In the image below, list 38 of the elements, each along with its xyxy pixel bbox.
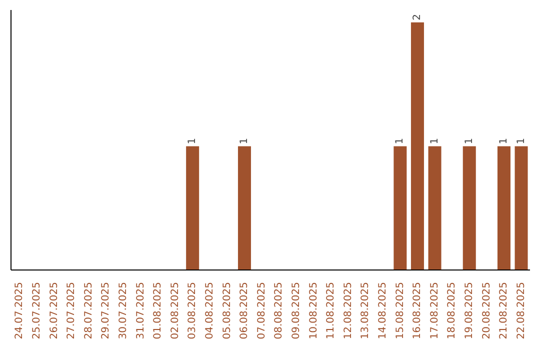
data-label: 1 xyxy=(464,138,475,144)
x-tick-label: 24.07.2025 xyxy=(14,282,26,340)
x-tick-label: 29.07.2025 xyxy=(100,282,112,340)
x-tick-label: 22.08.2025 xyxy=(516,282,527,340)
data-label: 1 xyxy=(516,138,527,144)
data-label: 1 xyxy=(429,138,440,144)
x-tick-label: 30.07.2025 xyxy=(118,282,129,340)
x-tick-label: 26.07.2025 xyxy=(48,282,60,340)
data-label: 1 xyxy=(238,138,250,144)
x-tick-label: 13.08.2025 xyxy=(360,282,372,340)
x-tick-label: 17.08.2025 xyxy=(429,282,440,340)
x-tick-label: 16.08.2025 xyxy=(412,282,424,340)
x-tick-label: 04.08.2025 xyxy=(204,282,216,340)
x-tick-label: 05.08.2025 xyxy=(222,282,233,340)
x-tick-label: 18.08.2025 xyxy=(446,282,458,340)
x-tick-label: 25.07.2025 xyxy=(31,282,42,340)
x-tick-label: 28.07.2025 xyxy=(83,282,94,340)
x-tick-label: 01.08.2025 xyxy=(152,282,164,340)
x-tick-label: 02.08.2025 xyxy=(170,282,181,340)
x-tick-label: 14.08.2025 xyxy=(377,282,388,340)
data-label: 1 xyxy=(394,138,406,144)
x-tick-label: 09.08.2025 xyxy=(290,282,302,340)
x-tick-label: 19.08.2025 xyxy=(464,282,475,340)
x-tick-label: 15.08.2025 xyxy=(394,282,406,340)
data-label: 2 xyxy=(412,14,423,20)
x-tick-label: 11.08.2025 xyxy=(326,282,337,340)
x-tick-label: 10.08.2025 xyxy=(308,282,320,340)
x-tick-label: 31.07.2025 xyxy=(135,282,146,340)
x-tick-label: 07.08.2025 xyxy=(256,282,268,340)
x-tick-label: 08.08.2025 xyxy=(274,282,285,340)
x-tick-label: 21.08.2025 xyxy=(498,282,510,340)
x-tick-label: 12.08.2025 xyxy=(342,282,354,340)
x-tick-label: 20.08.2025 xyxy=(481,282,492,340)
data-label: 1 xyxy=(498,138,510,144)
x-tick-label: 03.08.2025 xyxy=(187,282,198,340)
data-label: 1 xyxy=(187,138,198,144)
x-tick-label: 27.07.2025 xyxy=(66,282,78,340)
x-tick-label: 06.08.2025 xyxy=(239,282,250,340)
